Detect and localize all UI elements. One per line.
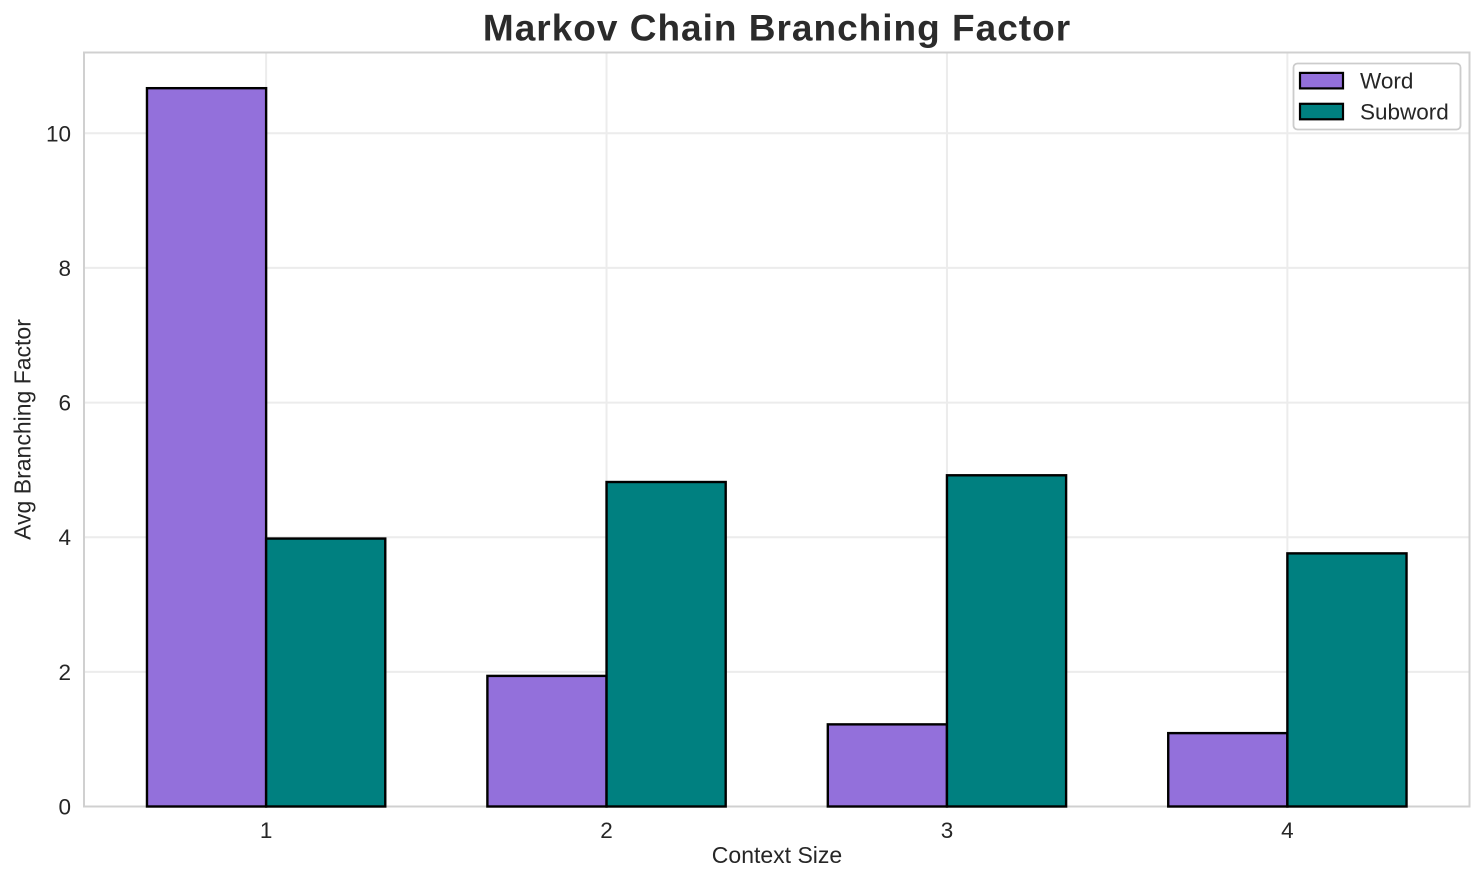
bar-subword-4 bbox=[1286, 552, 1408, 808]
x-tick-label: 4 bbox=[1281, 818, 1294, 843]
x-tick-labels: 1 2 3 4 bbox=[260, 818, 1294, 843]
y-tick-label: 10 bbox=[46, 121, 71, 146]
y-axis-label: Avg Branching Factor bbox=[10, 319, 36, 540]
legend-label-word: Word bbox=[1360, 69, 1413, 94]
x-axis-label: Context Size bbox=[712, 842, 842, 868]
bar-word-2 bbox=[486, 674, 608, 808]
legend-swatch-subword bbox=[1298, 102, 1345, 121]
x-tick-label: 3 bbox=[941, 818, 954, 843]
bar-subword-2 bbox=[605, 480, 727, 808]
legend-label-subword: Subword bbox=[1360, 100, 1449, 125]
y-tick-label: 8 bbox=[58, 256, 71, 281]
bar-word-3 bbox=[826, 723, 949, 808]
y-tick-labels: 0 2 4 6 8 10 bbox=[46, 121, 71, 819]
axes-frame bbox=[83, 51, 1471, 808]
chart-title: Markov Chain Branching Factor bbox=[483, 8, 1071, 49]
legend-swatch-word bbox=[1298, 71, 1345, 90]
bar-word-4 bbox=[1167, 731, 1289, 808]
y-tick-label: 0 bbox=[58, 795, 71, 820]
bar-subword-3 bbox=[945, 474, 1068, 808]
y-tick-label: 6 bbox=[58, 391, 71, 416]
x-tick-label: 2 bbox=[600, 818, 613, 843]
legend: Word Subword bbox=[1292, 62, 1462, 131]
y-tick-label: 4 bbox=[58, 525, 71, 550]
bar-word-1 bbox=[145, 86, 268, 808]
bar-subword-1 bbox=[264, 537, 387, 808]
bars-layer bbox=[145, 86, 1408, 808]
x-tick-label: 1 bbox=[260, 818, 273, 843]
y-tick-label: 2 bbox=[58, 660, 71, 685]
